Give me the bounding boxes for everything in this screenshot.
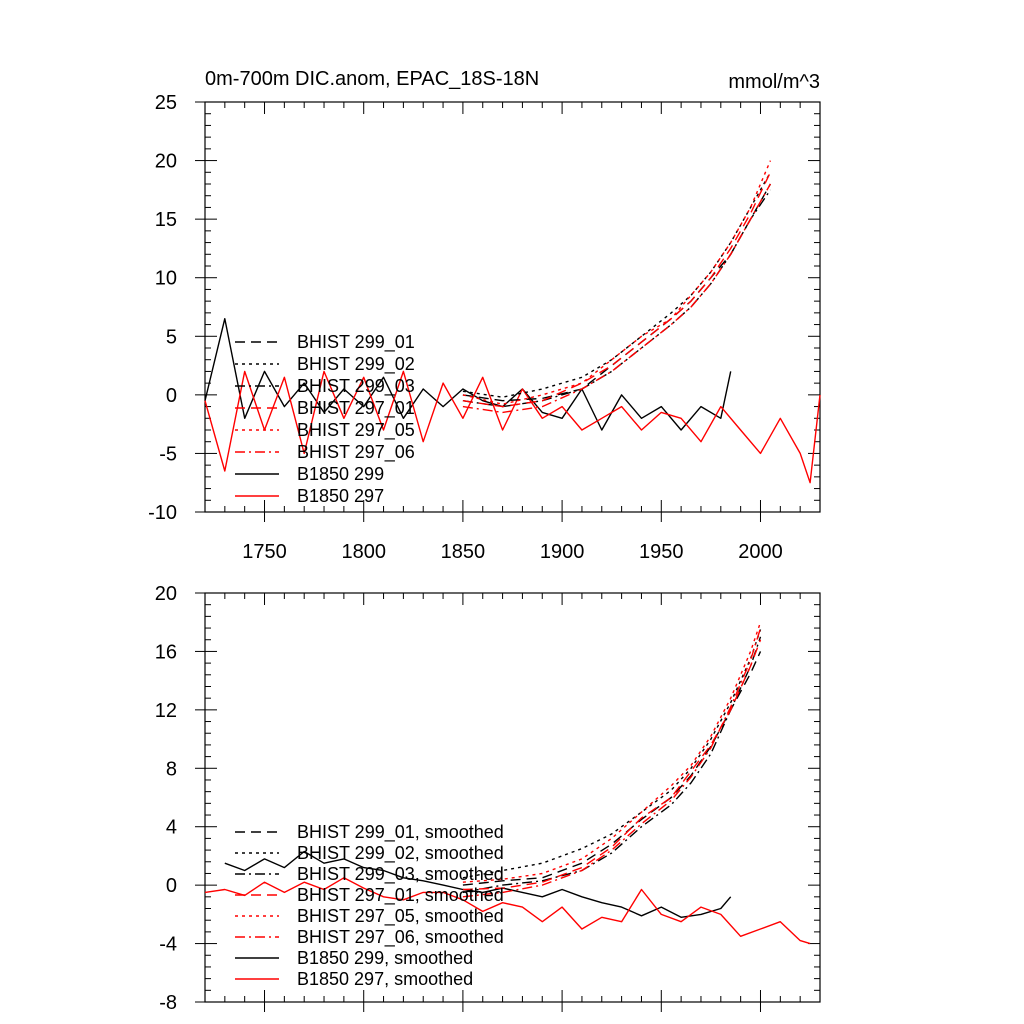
- top-series-line-bhist-297-05: [462, 160, 772, 405]
- top-plot-frame: [204, 101, 821, 513]
- top-x-tick-label: 1800: [341, 541, 386, 563]
- top-x-tick-label: 1950: [639, 541, 684, 563]
- bottom-legend-label: B1850 299, smoothed: [297, 948, 473, 968]
- top-x-tick-label: 1750: [242, 541, 287, 563]
- top-x-tick-label: 2000: [738, 541, 783, 563]
- bottom-legend-label: BHIST 299_01, smoothed: [297, 822, 504, 843]
- top-series-line-bhist-297-06: [462, 183, 772, 414]
- bottom-series-line-b1850-297-smoothed: [204, 877, 811, 945]
- bottom-legend-label: BHIST 299_02, smoothed: [297, 843, 504, 864]
- top-series-line-b1850-297: [204, 370, 821, 484]
- top-series-line-b1850-299: [204, 318, 732, 431]
- bottom-series-line-bhist-299-02-smoothed: [462, 629, 762, 879]
- top-y-tick-label: 5: [166, 326, 177, 348]
- top-y-tick-label: 25: [155, 92, 177, 114]
- bottom-y-tick-label: 0: [166, 875, 177, 897]
- bottom-series-line-bhist-297-05-smoothed: [462, 621, 762, 883]
- bottom-legend-label: BHIST 299_03, smoothed: [297, 864, 504, 885]
- top-panel: 1750 1800 1850 1900 1950 2000 -10 -5 0 5 10 15 20 25 0…: [148, 68, 821, 563]
- bottom-legend-label: B1850 297, smoothed: [297, 969, 473, 989]
- top-legend-label: BHIST 297_06: [297, 442, 415, 463]
- bottom-y-tick-label: -4: [159, 934, 177, 956]
- bottom-legend-label: BHIST 297_05, smoothed: [297, 906, 504, 927]
- top-y-tick-label: -5: [159, 443, 177, 465]
- bottom-series-line-bhist-297-01-smoothed: [462, 639, 762, 891]
- top-legend-label: BHIST 297_01: [297, 398, 415, 419]
- top-y-tick-label: 0: [166, 385, 177, 407]
- top-x-tick-label: 1900: [540, 541, 585, 563]
- top-y-tick-label: 15: [155, 209, 177, 231]
- bottom-y-tick-label: -8: [159, 992, 177, 1014]
- bottom-series-line-bhist-299-01-smoothed: [462, 651, 762, 886]
- top-legend-label: BHIST 299_03: [297, 376, 415, 397]
- bottom-legend-label: BHIST 297_06, smoothed: [297, 927, 504, 948]
- top-legend-label: B1850 299: [297, 464, 384, 484]
- bottom-y-tick-label: 8: [166, 758, 177, 780]
- top-chart-title: 0m-700m DIC.anom, EPAC_18S-18N: [205, 68, 539, 90]
- bottom-legend-label: BHIST 297_01, smoothed: [297, 885, 504, 906]
- bottom-y-tick-label: 16: [155, 641, 177, 663]
- top-series-line-bhist-297-01: [462, 171, 772, 408]
- top-series-line-bhist-299-02: [462, 171, 772, 398]
- bottom-plot-frame: [204, 592, 821, 1003]
- top-legend-label: B1850 297: [297, 486, 384, 506]
- top-legend-label: BHIST 297_05: [297, 420, 415, 441]
- top-y-tick-label: -10: [148, 502, 177, 524]
- top-x-tick-label: 1850: [441, 541, 486, 563]
- bottom-y-tick-label: 4: [166, 817, 177, 839]
- top-series-line-bhist-299-03: [462, 189, 771, 408]
- top-legend-label: BHIST 299_01: [297, 332, 415, 353]
- bottom-series-line-bhist-297-06-smoothed: [462, 627, 762, 898]
- top-y-tick-label: 10: [155, 268, 177, 290]
- top-legend-label: BHIST 299_02: [297, 354, 415, 375]
- top-units-label: mmol/m^3: [728, 71, 820, 93]
- bottom-y-tick-label: 20: [155, 583, 177, 605]
- top-y-tick-label: 20: [155, 151, 177, 173]
- bottom-series-line-bhist-299-03-smoothed: [462, 636, 762, 894]
- bottom-y-tick-label: 12: [155, 700, 177, 722]
- bottom-series-line-b1850-299-smoothed: [224, 850, 732, 918]
